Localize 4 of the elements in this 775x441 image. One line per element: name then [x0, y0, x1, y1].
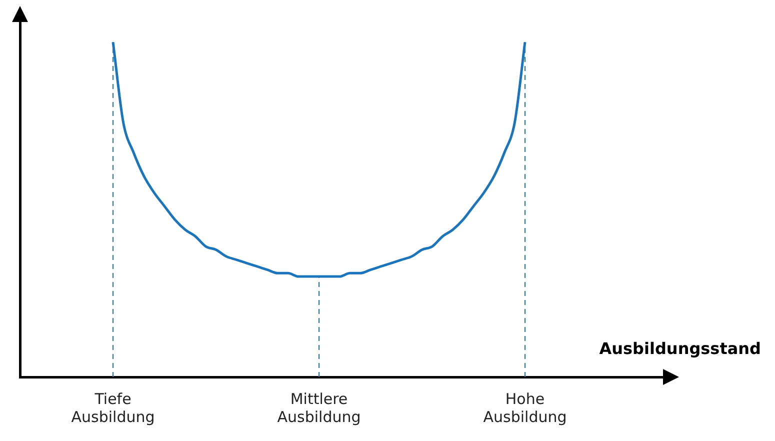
- x-tick-label: Mittlere Ausbildung: [277, 390, 361, 426]
- x-axis-title: Ausbildungsstand: [599, 339, 761, 358]
- x-tick-label: Tiefe Ausbildung: [71, 390, 155, 426]
- x-tick-label: Hohe Ausbildung: [483, 390, 567, 426]
